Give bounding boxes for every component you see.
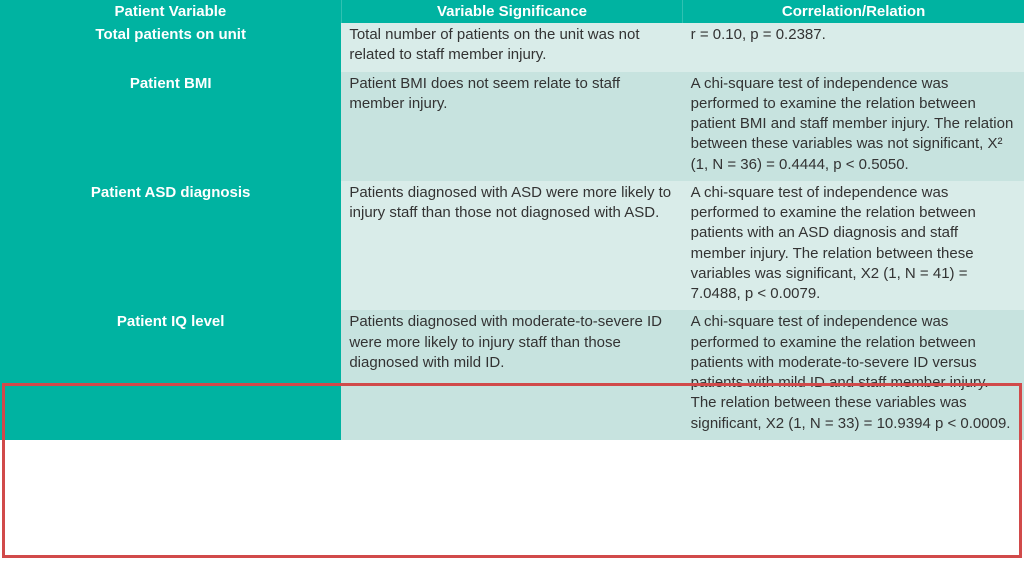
cell-significance: Total number of patients on the unit was… xyxy=(341,23,682,72)
table-row: Total patients on unit Total number of p… xyxy=(0,23,1024,72)
cell-significance: Patient BMI does not seem relate to staf… xyxy=(341,72,682,181)
cell-correlation: r = 0.10, p = 0.2387. xyxy=(683,23,1024,72)
cell-correlation: A chi-square test of independence was pe… xyxy=(683,72,1024,181)
table-row: Patient BMI Patient BMI does not seem re… xyxy=(0,72,1024,181)
cell-significance: Patients diagnosed with moderate-to-seve… xyxy=(341,310,682,440)
cell-variable: Patient BMI xyxy=(0,72,341,181)
table-row: Patient ASD diagnosis Patients diagnosed… xyxy=(0,181,1024,311)
cell-correlation: A chi-square test of independence was pe… xyxy=(683,181,1024,311)
patient-variables-table: Patient Variable Variable Significance C… xyxy=(0,0,1024,440)
cell-variable: Total patients on unit xyxy=(0,23,341,72)
table-row: Patient IQ level Patients diagnosed with… xyxy=(0,310,1024,440)
table-header-row: Patient Variable Variable Significance C… xyxy=(0,0,1024,23)
col-header-variable: Patient Variable xyxy=(0,0,341,23)
cell-variable: Patient ASD diagnosis xyxy=(0,181,341,311)
table-container: Patient Variable Variable Significance C… xyxy=(0,0,1024,576)
col-header-correlation: Correlation/Relation xyxy=(683,0,1024,23)
cell-variable: Patient IQ level xyxy=(0,310,341,440)
cell-significance: Patients diagnosed with ASD were more li… xyxy=(341,181,682,311)
cell-correlation: A chi-square test of independence was pe… xyxy=(683,310,1024,440)
col-header-significance: Variable Significance xyxy=(341,0,682,23)
